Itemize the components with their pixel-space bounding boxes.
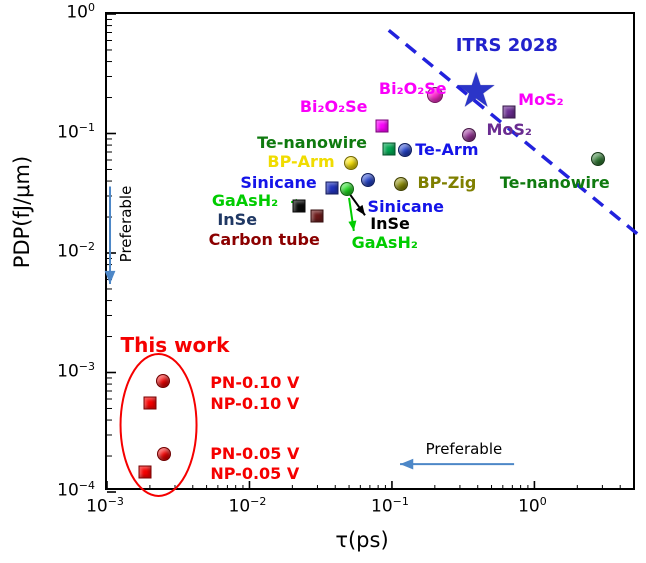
plot-area: ★ ITRS 2028 Bi₂O₂Se Bi₂O₂Se MoS₂ MoS₂ Te-nanow…: [104, 12, 639, 497]
this-work-ellipse: [119, 352, 198, 497]
annotation-layer: [104, 13, 639, 497]
marker-bi2o2se-circle: [426, 86, 443, 103]
label-bi2o2se-2: Bi₂O₂Se: [378, 79, 447, 99]
y-tick-label: 10−1: [57, 120, 95, 143]
marker-itrs-star: ★: [454, 62, 498, 119]
marker-te-arm-circle: [397, 142, 412, 157]
marker-mos2-square: [502, 105, 516, 119]
label-sinicane-left: Sinicane: [240, 173, 317, 193]
label-pn-005: PN-0.05 V: [210, 444, 300, 464]
marker-te-nanowire-square: [382, 142, 396, 156]
marker-inse-square: [292, 199, 306, 213]
label-preferable-bottom: Preferable: [425, 440, 503, 459]
x-tick-label: 10−2: [228, 495, 267, 517]
marker-bp-arm-circle: [344, 155, 359, 170]
marker-pn-010-circle: [155, 373, 170, 388]
label-sinicane-mid: Sinicane: [367, 197, 444, 217]
label-bp-arm: BP-Arm: [267, 151, 335, 171]
marker-bp-zig-circle: [394, 176, 409, 191]
marker-np-005-square: [138, 465, 152, 479]
gaash2-down-arrow-head: [348, 220, 357, 231]
y-tick-label: 100: [66, 1, 95, 23]
preferable-left-arrow-head: [400, 458, 414, 470]
marker-te-nanowire-circle: [591, 152, 606, 167]
label-carbon-tube: Carbon tube: [208, 230, 320, 250]
label-te-nanowire-left: Te-nanowire: [257, 133, 367, 153]
preferable-down-arrow-head: [104, 270, 116, 285]
label-te-nanowire-right: Te-nanowire: [499, 173, 610, 193]
label-np-010: NP-0.10 V: [210, 394, 300, 414]
marker-mos2-circle: [462, 128, 477, 143]
x-tick-label: 10−3: [86, 495, 124, 517]
label-np-005: NP-0.05 V: [210, 464, 300, 483]
inse-arrow-head: [355, 204, 366, 216]
label-gaash2-left: GaAsH₂: [211, 191, 279, 211]
marker-sinicane-circle: [361, 172, 376, 187]
label-itrs-2028: ITRS 2028: [455, 35, 558, 57]
label-inse-mid: InSe: [370, 214, 410, 234]
label-mos2-1: MoS₂: [518, 90, 564, 110]
label-mos2-2: MoS₂: [486, 120, 532, 140]
label-bi2o2se-1: Bi₂O₂Se: [299, 97, 368, 117]
label-te-arm: Te-Arm: [415, 140, 479, 160]
marker-gaash2-circle: [339, 182, 354, 197]
label-preferable-left: Preferable: [116, 185, 135, 263]
marker-carbon-tube-square: [310, 209, 324, 223]
marker-sinicane-square: [325, 181, 339, 195]
y-tick-label: 10−2: [57, 240, 95, 262]
label-pn-010: PN-0.10 V: [210, 373, 300, 392]
marker-bi2o2se-square: [375, 119, 389, 133]
y-tick-label: 10−4: [57, 479, 95, 501]
label-gaash2-bottom: GaAsH₂: [351, 232, 418, 252]
label-bp-zig: BP-Zig: [417, 173, 477, 193]
marker-pn-005-circle: [156, 446, 171, 461]
x-axis-title: τ(ps): [335, 528, 389, 552]
itrs-2028-dashed-line: [387, 28, 639, 236]
label-inse-left: InSe: [217, 210, 258, 230]
label-this-work: This work: [120, 332, 230, 357]
y-tick-label: 10−3: [57, 359, 95, 382]
marker-np-010-square: [143, 396, 157, 410]
x-tick-label: 10−1: [371, 495, 409, 517]
x-tick-label: 100: [518, 495, 547, 517]
